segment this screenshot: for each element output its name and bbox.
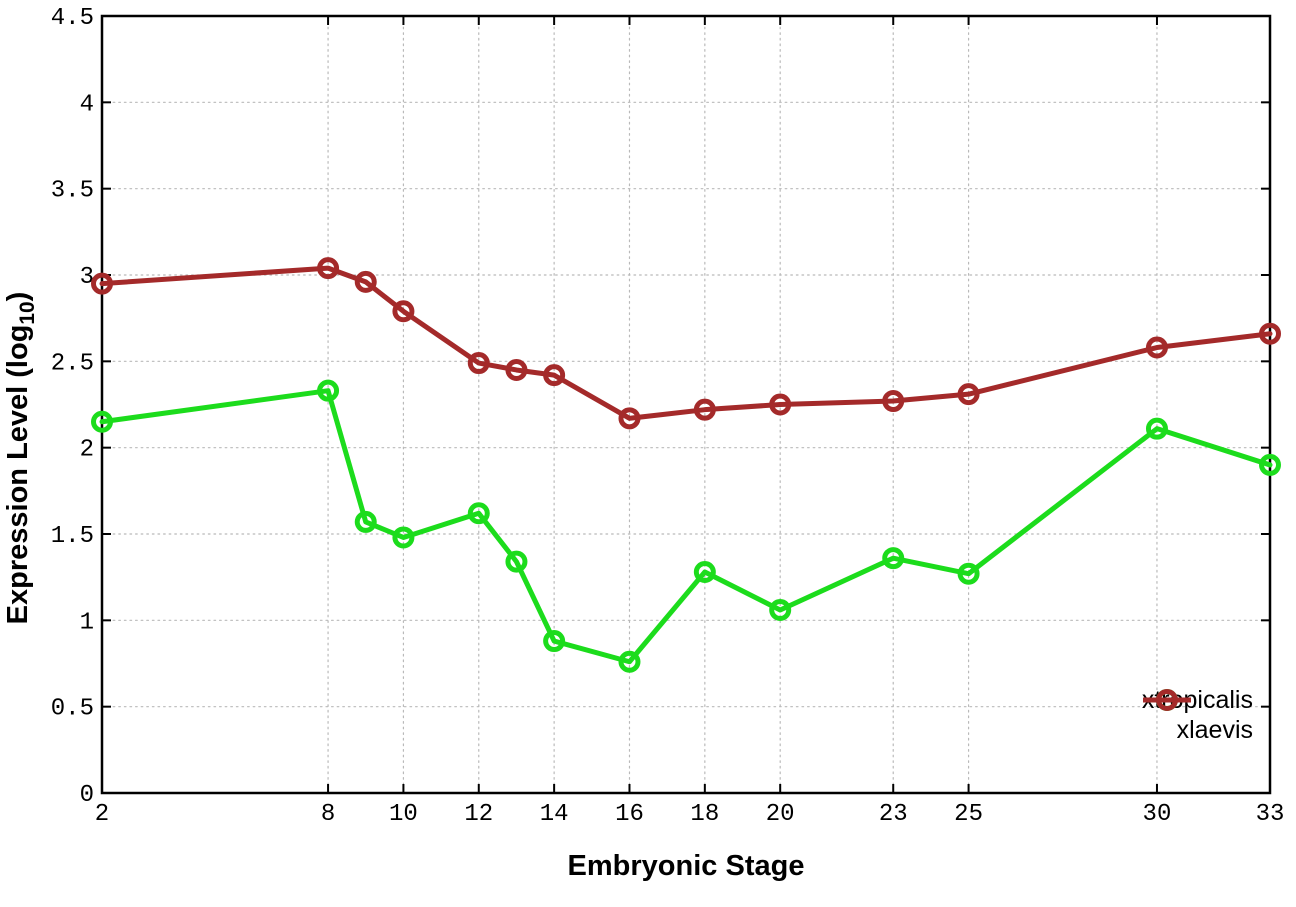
plot-border: [100, 14, 1272, 795]
data-point-xlaevis: [505, 358, 528, 381]
data-point-xlaevis: [467, 352, 490, 375]
x-axis-label-text: Embryonic Stage: [567, 850, 805, 882]
y-tick-label: 4.5: [51, 5, 94, 32]
data-point-xlaevis: [317, 257, 340, 280]
data-point-xlaevis: [618, 407, 641, 430]
data-point-xlaevis: [1259, 322, 1281, 345]
y-tick-label: 4: [80, 91, 94, 118]
x-tick-label: 30: [1143, 801, 1172, 828]
legend: xtropicalis xlaevis: [1142, 686, 1262, 745]
data-point-xtropicalis: [392, 526, 415, 549]
x-tick-label: 33: [1256, 801, 1285, 828]
data-point-xtropicalis: [957, 562, 980, 585]
data-point-xtropicalis: [354, 510, 377, 533]
data-point-xlaevis: [91, 272, 113, 295]
y-axis-label-main: Expression Level (log: [2, 324, 35, 625]
x-tick-label: 12: [464, 801, 493, 828]
data-point-xtropicalis: [543, 630, 566, 653]
data-point-xlaevis: [693, 398, 716, 421]
data-point-xtropicalis: [1259, 453, 1281, 476]
y-tick-label: 0.5: [51, 696, 94, 723]
legend-item-xlaevis: xlaevis: [1142, 689, 1262, 745]
y-tick-label: 3: [80, 264, 94, 291]
y-tick-label: 3.5: [51, 178, 94, 205]
y-tick-label: 1: [80, 609, 94, 636]
data-point-xlaevis: [882, 390, 905, 413]
y-tick-label: 1.5: [51, 523, 94, 550]
y-tick-label: 2.5: [51, 350, 94, 377]
data-point-xlaevis: [769, 393, 792, 416]
y-axis-label-subscript: 10: [15, 301, 39, 325]
y-tick-label: 0: [80, 782, 94, 809]
data-point-xlaevis: [957, 383, 980, 406]
x-tick-label: 23: [879, 801, 908, 828]
data-point-xtropicalis: [1145, 417, 1168, 440]
data-point-xtropicalis: [505, 550, 528, 573]
data-point-xlaevis: [354, 270, 377, 293]
y-tick-label: 2: [80, 437, 94, 464]
data-point-xtropicalis: [91, 410, 113, 433]
x-tick-label: 14: [540, 801, 569, 828]
x-tick-label: 16: [615, 801, 644, 828]
x-tick-label: 10: [389, 801, 418, 828]
legend-label-xlaevis: xlaevis: [1176, 716, 1253, 744]
x-tick-label: 25: [954, 801, 983, 828]
x-tick-label: 2: [95, 801, 109, 828]
x-tick-label: 18: [690, 801, 719, 828]
data-point-xlaevis: [543, 364, 566, 387]
data-point-xtropicalis: [467, 502, 490, 525]
y-axis-label: Expression Level (log10): [2, 292, 40, 625]
series-line-xtropicalis: [99, 388, 1273, 665]
x-tick-label: 20: [766, 801, 795, 828]
data-point-xtropicalis: [769, 598, 792, 621]
data-point-xtropicalis: [882, 547, 905, 570]
data-point-xtropicalis: [693, 560, 716, 583]
x-axis-label: Embryonic Stage: [102, 850, 1270, 883]
x-tick-label: 8: [321, 801, 335, 828]
data-point-xtropicalis: [618, 650, 641, 673]
legend-marker-xlaevis: [1142, 689, 1191, 711]
data-point-xlaevis: [1145, 336, 1168, 359]
data-point-xlaevis: [392, 300, 415, 323]
y-axis-label-end: ): [2, 291, 35, 302]
data-point-xtropicalis: [317, 379, 340, 402]
